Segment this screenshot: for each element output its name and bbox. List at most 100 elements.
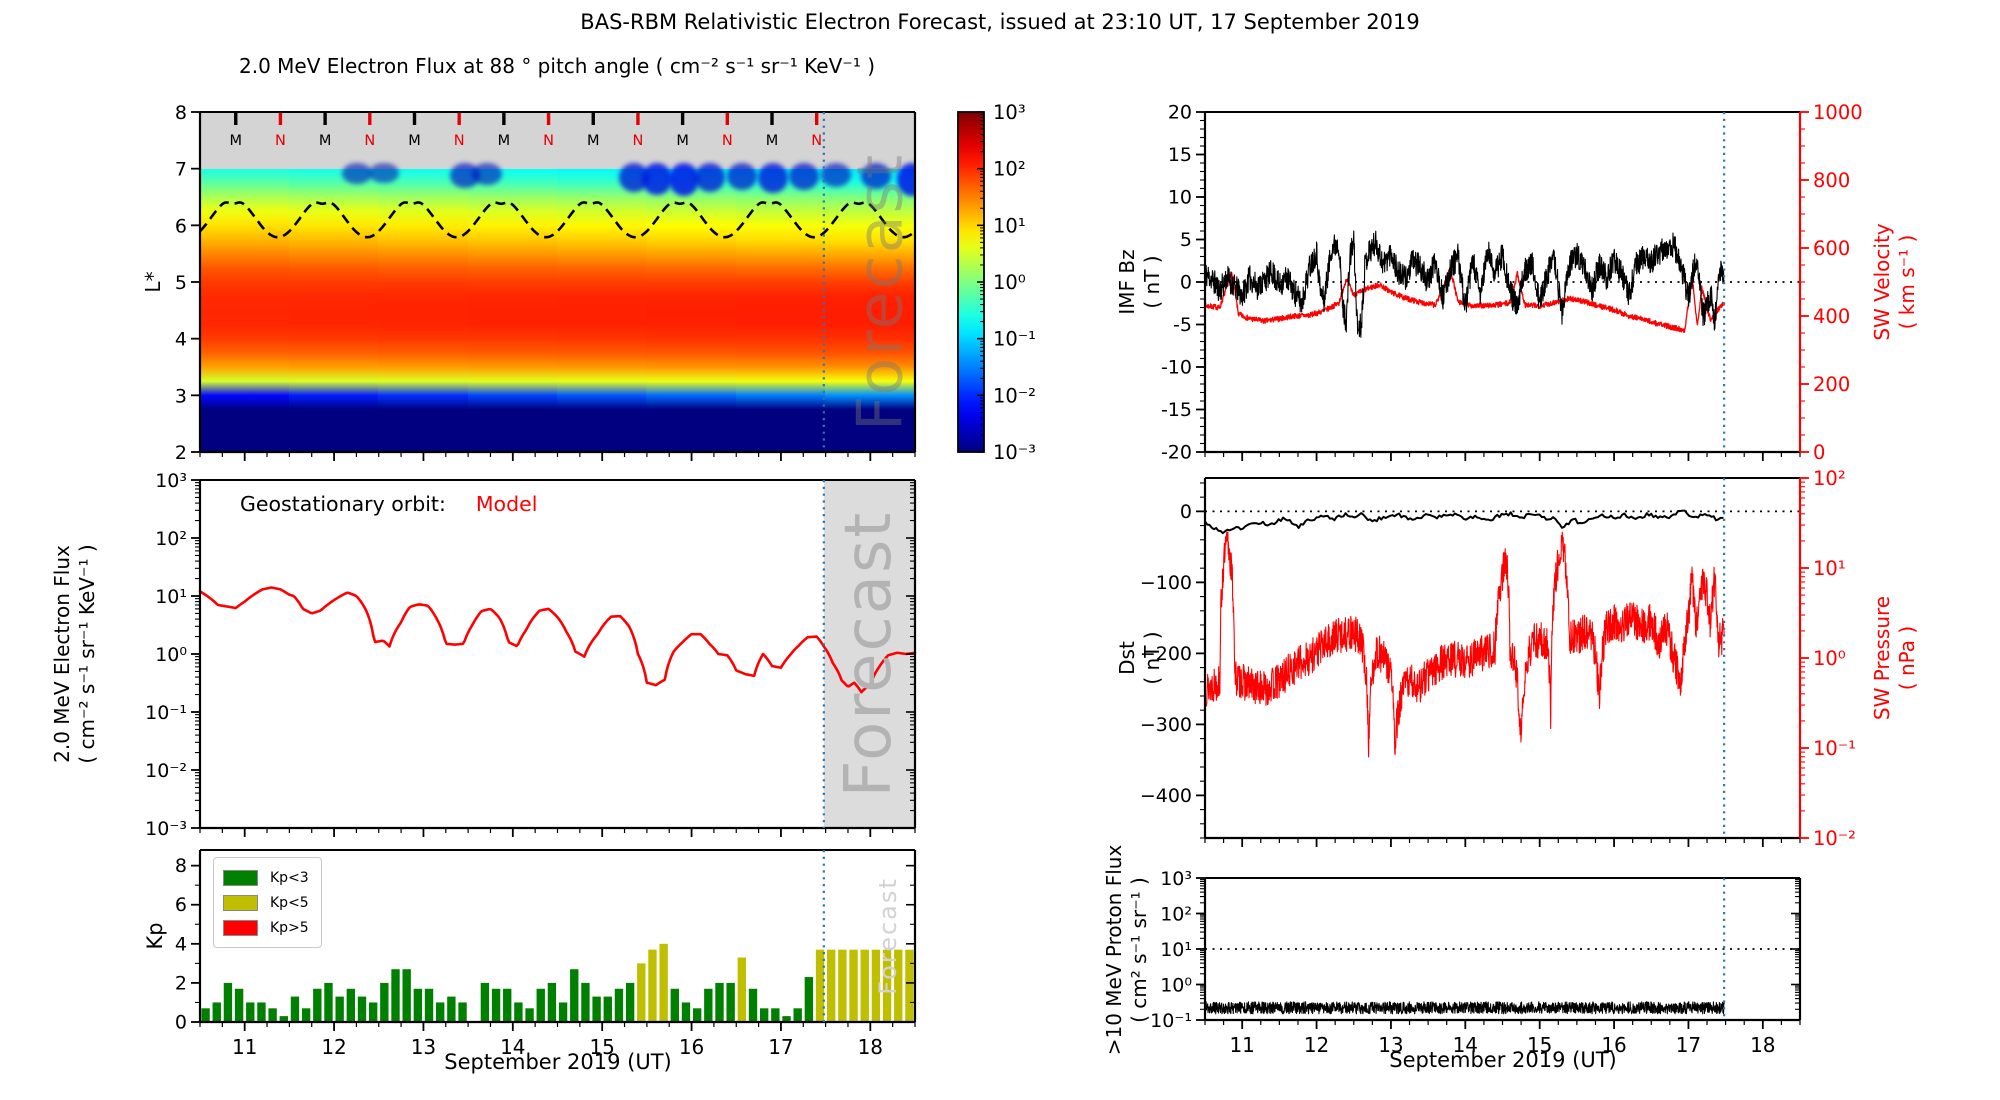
y-tick-label: 10⁰ — [155, 644, 187, 666]
kp-bar — [849, 949, 858, 1022]
kp-legend-swatch-green — [223, 869, 258, 886]
kp-bar — [581, 982, 590, 1022]
right-tick-label: 10⁰ — [1813, 647, 1846, 670]
geo-orbit-legend-model: Model — [475, 492, 538, 516]
kp-bar — [424, 988, 434, 1022]
heatmap-low-flux-patch — [472, 162, 502, 186]
y-tick-label: 6 — [175, 215, 187, 237]
kp-bar — [380, 982, 389, 1022]
y-tick-label: 10¹ — [1160, 939, 1192, 961]
kp-bar — [313, 988, 322, 1022]
heatmap-low-flux-patch — [342, 162, 373, 185]
y-tick-label: 5 — [1180, 229, 1192, 251]
heatmap-top-gray-band — [200, 112, 915, 169]
y-tick-label: 8 — [175, 102, 187, 124]
x-tick-label: 18 — [858, 1035, 883, 1059]
right-tick-label: 10⁻² — [1813, 827, 1856, 850]
kp-bar — [860, 949, 869, 1022]
right-tick-label: 600 — [1813, 237, 1850, 260]
heatmap-low-flux-patch — [820, 162, 851, 187]
heatmap-low-flux-patch — [896, 162, 915, 197]
kp-bar — [279, 1016, 288, 1022]
kp-bar — [201, 1008, 210, 1022]
right-tick-label: 1000 — [1813, 101, 1863, 124]
kp-bar — [525, 1008, 534, 1022]
kp-bar — [625, 982, 635, 1022]
y-tick-label: 0 — [1180, 272, 1192, 294]
kp-bar — [212, 1002, 221, 1022]
kp-legend-swatch-red — [223, 919, 258, 936]
kp-bar — [436, 1002, 445, 1022]
right-tick-label: 10² — [1813, 467, 1846, 490]
kp-bar — [570, 969, 579, 1022]
heatmap-low-flux-patch — [369, 162, 400, 184]
y-tick-label: 10² — [1160, 904, 1192, 926]
electron-flux-heatmap — [200, 112, 915, 452]
colorbar-tick-label: 10³ — [993, 101, 1026, 124]
kp-bar — [692, 1008, 702, 1022]
kp-bar — [223, 982, 233, 1022]
y-tick-label: 7 — [175, 159, 187, 181]
kp-legend: Kp<3 Kp<5 Kp>5 — [213, 857, 322, 948]
kp-bar — [547, 982, 557, 1022]
heatmap-low-flux-patch — [789, 162, 820, 190]
kp-bar — [391, 969, 400, 1022]
xlabel-right: September 2019 (UT) — [1389, 1048, 1617, 1072]
ylabel-proton-flux: >10 MeV Proton Flux ( cm² s⁻¹ sr⁻¹ ) — [1102, 845, 1152, 1056]
kp-bar — [558, 1002, 568, 1022]
y-tick-label: 10² — [155, 528, 187, 550]
kp-bar — [458, 1002, 467, 1022]
kp-legend-swatch-yellow — [223, 894, 258, 911]
kp-legend-label-low: Kp<3 — [270, 869, 309, 886]
kp-bar — [614, 988, 624, 1022]
x-tick-label: 11 — [232, 1035, 257, 1059]
y-tick-label: -20 — [1161, 442, 1192, 464]
kp-bar — [782, 1016, 791, 1022]
kp-bar — [737, 957, 747, 1022]
kp-bar — [447, 996, 456, 1022]
heatmap-slice — [467, 168, 558, 452]
kp-bar — [413, 988, 423, 1022]
kp-bar — [335, 996, 344, 1022]
kp-bar — [324, 982, 333, 1022]
kp-bar — [357, 996, 367, 1022]
y-tick-label: 10⁻² — [145, 760, 187, 782]
colorbar-tick-label: 10⁻¹ — [993, 328, 1036, 351]
ylabel-sw-pressure-line1: SW Pressure — [1870, 595, 1894, 721]
colorbar-tick-label: 10¹ — [993, 214, 1026, 237]
kp-bar — [793, 1008, 802, 1022]
ylabel-electron-flux-line1: 2.0 MeV Electron Flux — [50, 545, 74, 763]
geo-orbit-legend: Geostationary orbit: Model — [240, 492, 537, 516]
forecast-watermark-heatmap: Forecast — [843, 152, 917, 432]
page-title: BAS-RBM Relativistic Electron Forecast, … — [580, 10, 1420, 34]
kp-bar — [905, 949, 914, 1022]
xlabel-left: September 2019 (UT) — [444, 1050, 672, 1074]
kp-bar — [480, 982, 490, 1022]
colorbar-tick-label: 10⁻³ — [993, 441, 1036, 464]
y-tick-label: 10⁻¹ — [1150, 1010, 1192, 1032]
kp-legend-label-mid: Kp<5 — [270, 894, 309, 911]
kp-bar — [838, 949, 847, 1022]
kp-bar — [815, 949, 825, 1022]
colorbar-tick-label: 10² — [993, 158, 1026, 181]
kp-bar — [402, 969, 411, 1022]
kp-bar — [290, 996, 300, 1022]
kp-bar — [659, 943, 668, 1022]
kp-bar — [648, 949, 657, 1022]
kp-legend-row-high: Kp>5 — [223, 915, 309, 940]
kp-bar — [704, 988, 713, 1022]
heatmap-title: 2.0 MeV Electron Flux at 88 ° pitch angl… — [238, 54, 875, 78]
heatmap-slice — [646, 168, 737, 452]
ylabel-imf-line1: IMF Bz — [1115, 249, 1139, 315]
kp-bar — [346, 988, 356, 1022]
ylabel-dst-line2: ( nT ) — [1140, 631, 1164, 685]
y-tick-label: 10⁰ — [1160, 975, 1192, 997]
heatmap-low-flux-patch — [726, 162, 757, 190]
ylabel-proton-line1: >10 MeV Proton Flux — [1102, 844, 1126, 1056]
heatmap-low-flux-patch — [695, 162, 726, 193]
ylabel-sw-velocity: SW Velocity ( km s⁻¹ ) — [1870, 223, 1920, 340]
ylabel-sw-pressure: SW Pressure ( nPa ) — [1870, 596, 1920, 720]
kp-bar — [246, 1002, 255, 1022]
ylabel-imf-bz: IMF Bz ( nT ) — [1115, 249, 1165, 314]
